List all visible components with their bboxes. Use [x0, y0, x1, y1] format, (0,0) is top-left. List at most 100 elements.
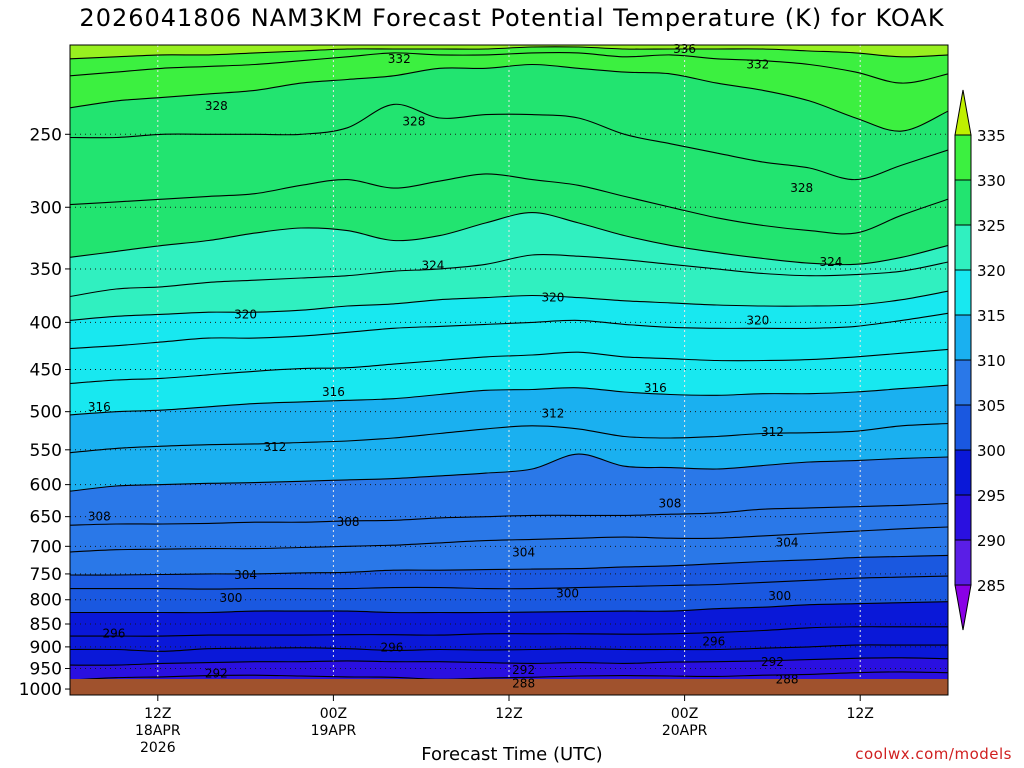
x-axis-title: Forecast Time (UTC) [421, 744, 603, 765]
colorbar-swatch [954, 404, 972, 451]
colorbar-swatch [954, 269, 972, 316]
contour-label: 308 [337, 515, 360, 529]
contour-328 [70, 103, 948, 181]
contour-306 [70, 526, 948, 553]
contour-326 [70, 173, 948, 235]
contour-label: 300 [220, 591, 243, 605]
x-tick-label: 12Z [495, 706, 522, 722]
colorbar-label: 330 [977, 172, 1006, 190]
colorbar-swatch [954, 314, 972, 361]
x-tick-label: 00Z [320, 706, 347, 722]
y-tick-label: 900 [30, 638, 62, 658]
contour-label: 308 [659, 497, 682, 511]
y-tick-label: 950 [30, 660, 62, 680]
contour-label: 312 [761, 425, 784, 439]
contour-label: 300 [768, 589, 791, 603]
colorbar-swatch [954, 494, 972, 541]
contour-300 [70, 601, 948, 614]
contour-label: 296 [380, 640, 403, 654]
colorbar-label: 285 [977, 577, 1006, 595]
colorbar-swatch [954, 539, 972, 586]
grid-layer [70, 45, 948, 679]
contour-label: 328 [205, 99, 228, 113]
y-tick-label: 300 [30, 198, 62, 218]
colorbar-swatch [954, 449, 972, 496]
contour-label: 332 [746, 58, 769, 72]
y-tick-label: 450 [30, 361, 62, 381]
x-tick-label: 18APR [135, 723, 181, 739]
contour-312 [70, 422, 948, 454]
colorbar-bottom-arrow [954, 584, 972, 631]
colorbar: 285 290 295 300 305 310 315 320 325 330 335 [954, 89, 1006, 631]
contour-320 [70, 290, 948, 321]
colorbar-label: 295 [977, 487, 1006, 505]
contour-308 [70, 502, 948, 526]
contour-label: 296 [102, 626, 125, 640]
colorbar-label: 310 [977, 352, 1006, 370]
contour-310 [70, 453, 948, 492]
colorbar-swatch [954, 134, 972, 181]
ground-layer [70, 679, 948, 695]
y-tick-label: 250 [30, 125, 62, 145]
y-tick-label: 650 [30, 508, 62, 528]
contour-label: 324 [421, 258, 444, 272]
contour-294 [70, 657, 948, 666]
contour-label: 316 [322, 385, 345, 399]
contour-label: 316 [88, 400, 111, 414]
contour-324 [70, 212, 948, 266]
x-tick-label: 19APR [311, 723, 357, 739]
y-tick-label: 500 [30, 403, 62, 423]
contour-292 [79, 671, 948, 679]
credit-link[interactable]: coolwx.com/models [855, 745, 1012, 763]
fill-band-292 [89, 671, 948, 679]
y-tick-label: 850 [30, 615, 62, 635]
contour-314 [70, 384, 948, 416]
contour-label: 312 [541, 406, 564, 420]
contour-label: 324 [819, 255, 842, 269]
contour-label: 320 [746, 313, 769, 327]
contour-layer [70, 46, 948, 679]
contour-label: 320 [541, 291, 564, 305]
contour-304 [70, 554, 948, 576]
chart-title: 2026041806 NAM3KM Forecast Potential Tem… [79, 4, 945, 32]
contour-label: 304 [512, 546, 535, 560]
contour-label: 328 [790, 181, 813, 195]
colorbar-swatch [954, 359, 972, 406]
contour-label: 332 [388, 52, 411, 66]
y-tick-label: 700 [30, 537, 62, 557]
colorbar-label: 290 [977, 532, 1006, 550]
y-tick-label: 400 [30, 313, 62, 333]
contour-296 [70, 644, 948, 652]
contour-label: 328 [402, 114, 425, 128]
contour-298 [70, 626, 948, 637]
colorbar-top-arrow [954, 89, 972, 136]
x-tick-label: 12Z [144, 706, 171, 722]
contour-label-layer: 328 328 332 336 332 328 324 324 320 320 320 316 316 3… [88, 42, 843, 690]
contour-label: 300 [556, 587, 579, 601]
y-axis: 250 300 350 400 450 500 550 600 650 700 750 800 850 9… [19, 125, 70, 700]
colorbar-swatch [954, 224, 972, 271]
contour-316 [70, 348, 948, 385]
contour-label: 292 [205, 667, 228, 681]
contour-label: 304 [234, 568, 257, 582]
x-tick-label: 00Z [671, 706, 698, 722]
contour-label: 288 [512, 676, 535, 690]
contour-label: 336 [673, 42, 696, 56]
y-tick-label: 800 [30, 591, 62, 611]
contour-label: 304 [776, 535, 799, 549]
y-tick-label: 350 [30, 260, 62, 280]
colorbar-swatch [954, 179, 972, 226]
contour-label: 288 [776, 672, 799, 686]
colorbar-label: 320 [977, 262, 1006, 280]
contour-label: 296 [702, 635, 725, 649]
ground [70, 679, 948, 695]
y-tick-label: 600 [30, 476, 62, 496]
contour-label: 312 [263, 440, 286, 454]
contour-332 [70, 52, 948, 84]
x-tick-label: 20APR [662, 723, 708, 739]
contour-label: 292 [512, 663, 535, 677]
contour-label: 308 [88, 510, 111, 524]
contour-label: 320 [234, 307, 257, 321]
